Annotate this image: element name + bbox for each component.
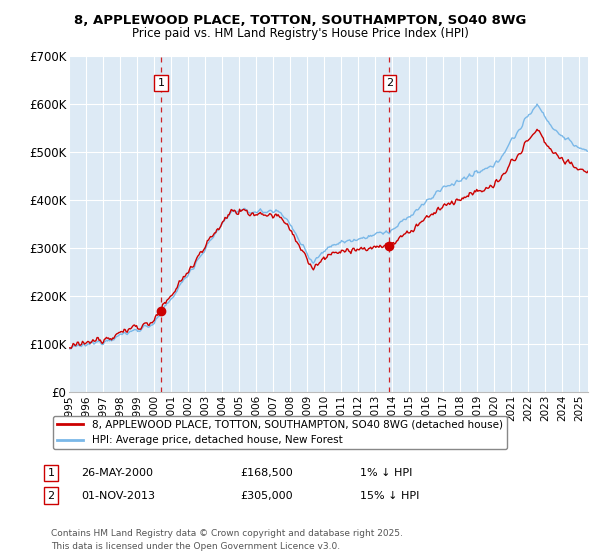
Text: 26-MAY-2000: 26-MAY-2000: [81, 468, 153, 478]
Text: 1% ↓ HPI: 1% ↓ HPI: [360, 468, 412, 478]
Text: 01-NOV-2013: 01-NOV-2013: [81, 491, 155, 501]
Text: Price paid vs. HM Land Registry's House Price Index (HPI): Price paid vs. HM Land Registry's House …: [131, 27, 469, 40]
Text: £305,000: £305,000: [240, 491, 293, 501]
Text: £168,500: £168,500: [240, 468, 293, 478]
Text: 1: 1: [157, 78, 164, 88]
Text: 8, APPLEWOOD PLACE, TOTTON, SOUTHAMPTON, SO40 8WG: 8, APPLEWOOD PLACE, TOTTON, SOUTHAMPTON,…: [74, 14, 526, 27]
Text: 2: 2: [386, 78, 393, 88]
Text: 2: 2: [47, 491, 55, 501]
Legend: 8, APPLEWOOD PLACE, TOTTON, SOUTHAMPTON, SO40 8WG (detached house), HPI: Average: 8, APPLEWOOD PLACE, TOTTON, SOUTHAMPTON,…: [53, 416, 507, 449]
Text: Contains HM Land Registry data © Crown copyright and database right 2025.
This d: Contains HM Land Registry data © Crown c…: [51, 529, 403, 550]
Text: 1: 1: [47, 468, 55, 478]
Text: 15% ↓ HPI: 15% ↓ HPI: [360, 491, 419, 501]
